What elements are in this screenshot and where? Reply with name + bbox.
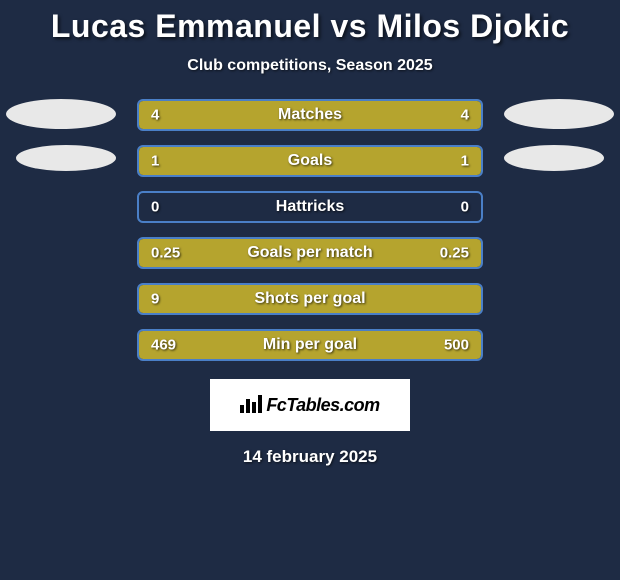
stat-row: Matches 4 4: [0, 99, 620, 131]
chart-icon: [240, 393, 262, 418]
stat-row: Shots per goal 9: [0, 283, 620, 315]
stat-value-left: 9: [151, 291, 159, 308]
branding-text: FcTables.com: [266, 395, 379, 416]
stat-row: Goals per match 0.25 0.25: [0, 237, 620, 269]
stat-value-left: 0.25: [151, 245, 180, 262]
comparison-container: Lucas Emmanuel vs Milos Djokic Club comp…: [0, 0, 620, 467]
stat-bar: Goals 1 1: [137, 145, 483, 177]
page-subtitle: Club competitions, Season 2025: [187, 57, 432, 75]
stats-rows: Matches 4 4 Goals 1 1 Hattricks 0 0 Goals per mat…: [0, 99, 620, 361]
stat-label: Min per goal: [263, 336, 357, 354]
stat-value-right: 0.25: [440, 245, 469, 262]
stat-bar: Hattricks 0 0: [137, 191, 483, 223]
stat-label: Goals: [288, 152, 332, 170]
stat-label: Goals per match: [247, 244, 372, 262]
stat-bar: Shots per goal 9: [137, 283, 483, 315]
stat-value-right: 0: [461, 199, 469, 216]
stat-label: Shots per goal: [254, 290, 365, 308]
stat-label: Hattricks: [276, 198, 344, 216]
branding-badge: FcTables.com: [210, 379, 410, 431]
stat-bar-left-fill: [139, 147, 310, 175]
snapshot-date: 14 february 2025: [243, 447, 377, 467]
stat-value-right: 1: [461, 153, 469, 170]
stat-value-right: 500: [444, 337, 469, 354]
stat-bar: Matches 4 4: [137, 99, 483, 131]
stat-row: Hattricks 0 0: [0, 191, 620, 223]
stat-value-right: 4: [461, 107, 469, 124]
stat-bar: Goals per match 0.25 0.25: [137, 237, 483, 269]
page-title: Lucas Emmanuel vs Milos Djokic: [51, 8, 569, 45]
stat-value-left: 4: [151, 107, 159, 124]
stat-bar: Min per goal 469 500: [137, 329, 483, 361]
stat-row: Min per goal 469 500: [0, 329, 620, 361]
stat-bar-right-fill: [310, 147, 481, 175]
stat-label: Matches: [278, 106, 342, 124]
stat-value-left: 1: [151, 153, 159, 170]
stat-value-left: 0: [151, 199, 159, 216]
stat-value-left: 469: [151, 337, 176, 354]
stat-row: Goals 1 1: [0, 145, 620, 177]
